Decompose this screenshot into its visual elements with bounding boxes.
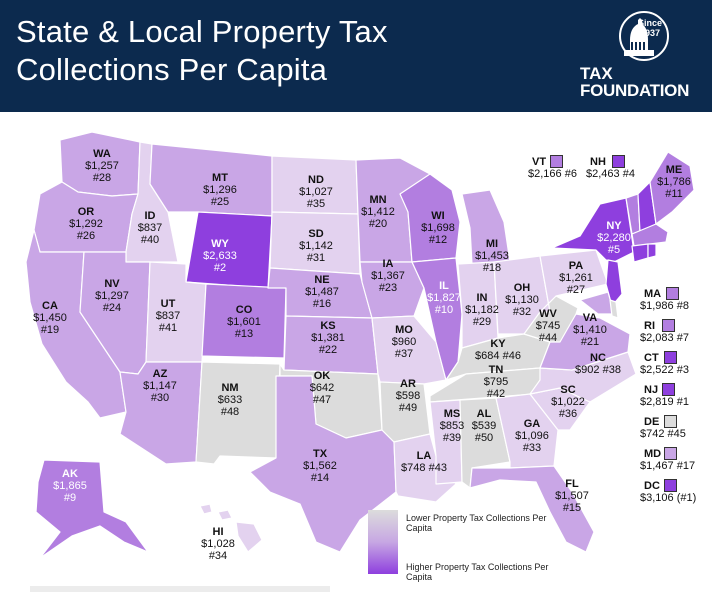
state-va [539,313,631,371]
state-label-mn: MN $1,412 #20 [361,194,395,230]
callout-vt: VT $2,166 #6 [528,156,577,180]
logo-since-text: Since 1937 [637,18,662,38]
state-label-il: IL $1,827 #10 [427,280,461,316]
callout-dc: DC $3,106 (#1) [640,480,697,504]
page-title-line-1: State & Local Property Tax [16,14,388,49]
state-label-nm: NM $633 #48 [217,382,243,418]
callout-ri: RI $2,083 #7 [640,320,689,344]
state-ct [631,243,649,263]
state-label-ia: IA $1,367 #23 [371,258,405,294]
state-label-hi: HI $1,028 #34 [201,526,235,562]
state-rank-inline: #43 [425,462,447,474]
header-banner: State & Local Property Tax Collections P… [0,0,712,112]
map-area: WA $1,257 #28 OR $1,292 #26 CA $1,450 #19 ID $8… [0,112,712,592]
state-label-ar: AR $598 #49 [395,378,421,414]
tax-foundation-logo: Since 1937 TAX FOUNDATION [574,8,706,104]
us-map [25,131,695,559]
state-label-ut: UT $837 #41 [155,298,181,334]
logo-tax-text: TAX [580,64,613,83]
callout-nj: NJ $2,819 #1 [640,384,689,408]
swatch-ma [666,287,679,300]
swatch-dc [664,479,677,492]
state-label-ak: AK $1,865 #9 [53,468,87,504]
state-label-ny: NY $2,280 #5 [597,220,631,256]
legend-high-label: Higher Property Tax Collections Per Capi… [406,562,549,582]
state-label-al: AL $539 #50 [471,408,497,444]
swatch-md [664,447,677,460]
callout-ma: MA $1,986 #8 [640,288,689,312]
state-label-ok: OK $642 #47 [309,370,335,406]
state-label-ga: GA $1,096 #33 [515,418,549,454]
state-label-ks: KS $1,381 #22 [311,320,345,356]
state-label-la: LA $748 #43 [401,450,447,474]
state-label-wi: WI $1,698 #12 [421,210,455,246]
state-label-or: OR $1,292 #26 [69,206,103,242]
state-fl [469,465,595,553]
logo-foundation-text: FOUNDATION [580,81,690,100]
state-label-nv: NV $1,297 #24 [95,278,129,314]
state-la [393,433,457,503]
capitol-dome-icon [619,11,669,61]
state-tx [249,375,397,553]
state-label-nc: NC $902 #38 [575,352,621,376]
callout-de: DE $742 #45 [640,416,686,440]
state-label-pa: PA $1,261 #27 [559,260,593,296]
state-wi [399,173,461,263]
legend-gradient [368,510,398,574]
state-label-oh: OH $1,130 #32 [505,282,539,318]
state-label-ky: KY $684 #46 [475,338,521,362]
state-wv [523,295,579,343]
callout-ct: CT $2,522 #3 [640,352,689,376]
state-ak [35,459,149,559]
swatch-nh [612,155,625,168]
swatch-vt [550,155,563,168]
swatch-de [664,415,677,428]
swatch-ct [664,351,677,364]
state-label-tx: TX $1,562 #14 [303,448,337,484]
state-label-fl: FL $1,507 #15 [555,478,589,514]
state-hi [199,503,263,553]
state-label-mo: MO $960 #37 [391,324,417,360]
state-label-az: AZ $1,147 #30 [143,368,177,404]
state-ri [647,243,657,259]
state-label-in: IN $1,182 #29 [465,292,499,328]
legend-low-label: Lower Property Tax Collections Per Capit… [406,513,547,533]
state-label-wv: WV $745 #44 [535,308,561,344]
state-ms [429,399,463,485]
state-label-va: VA $1,410 #21 [573,312,607,348]
callout-md: MD $1,467 #17 [640,448,696,472]
state-label-me: ME $1,786 #11 [657,164,691,200]
state-label-wa: WA $1,257 #28 [85,148,119,184]
swatch-nj [662,383,675,396]
state-ma [631,223,669,247]
state-nj [605,259,623,307]
state-rank-inline: #38 [599,364,621,376]
page-title-line-2: Collections Per Capita [16,52,328,87]
state-label-mt: MT $1,296 #25 [203,172,237,208]
state-label-ca: CA $1,450 #19 [33,300,67,336]
state-de [609,299,619,319]
state-label-co: CO $1,601 #13 [227,304,261,340]
state-label-id: ID $837 #40 [137,210,163,246]
state-mo [371,315,447,385]
state-label-sc: SC $1,022 #36 [551,384,585,420]
state-label-sd: SD $1,142 #31 [299,228,333,264]
state-label-nd: ND $1,027 #35 [299,174,333,210]
swatch-ri [662,319,675,332]
state-label-tn: TN $795 #42 [483,364,509,400]
bottom-strip [30,586,330,592]
callout-nh: NH $2,463 #4 [586,156,635,180]
state-label-ne: NE $1,487 #16 [305,274,339,310]
state-rank-inline: #46 [499,350,521,362]
state-label-mi: MI $1,453 #18 [475,238,509,274]
state-label-ms: MS $853 #39 [439,408,465,444]
state-az [119,361,203,465]
state-label-wy: WY $2,633 #2 [203,238,237,274]
